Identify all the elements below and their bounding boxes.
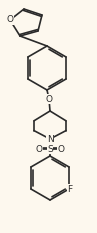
Text: O: O (36, 144, 42, 154)
Text: N: N (47, 134, 53, 144)
Text: F: F (68, 185, 73, 193)
Text: S: S (47, 144, 53, 154)
Text: O: O (45, 95, 52, 103)
Text: O: O (58, 144, 65, 154)
Text: O: O (6, 16, 13, 24)
